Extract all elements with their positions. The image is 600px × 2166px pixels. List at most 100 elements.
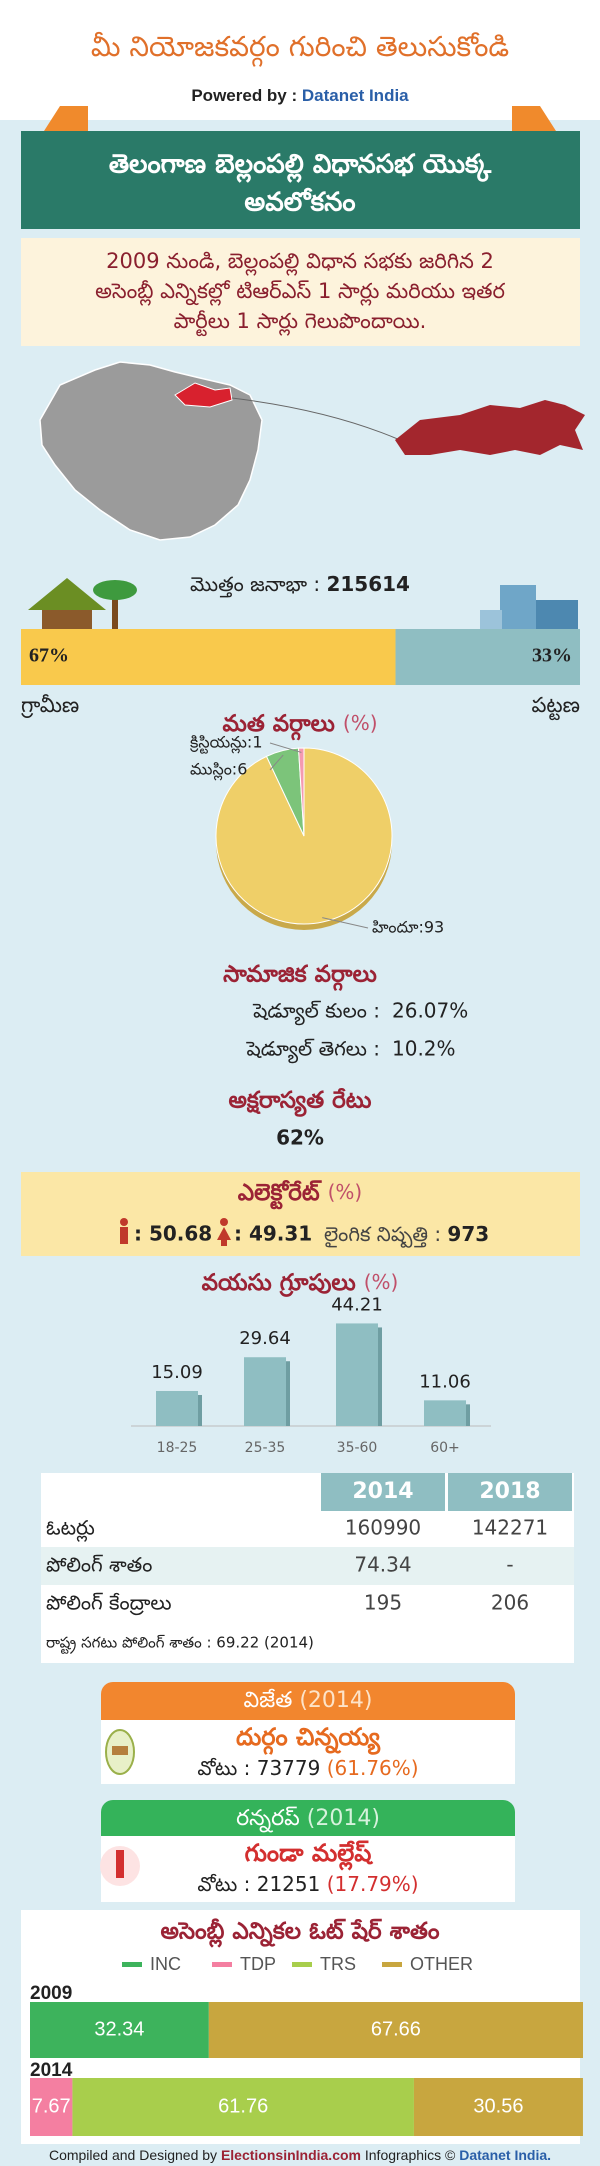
footer: Compiled and Designed by ElectionsinIndi… xyxy=(49,2147,551,2163)
runner-votes-text: వోటు : 21251 xyxy=(197,1872,320,1896)
urban-bar xyxy=(395,629,580,685)
electorate-box xyxy=(21,1172,580,1256)
runner-year: (2014) xyxy=(307,1806,380,1831)
winner-year: (2014) xyxy=(299,1688,372,1713)
winner-box xyxy=(101,1720,515,1784)
summary-line: పార్టీలు 1 సార్లు గెలుపొందాయి. xyxy=(174,309,427,337)
banner-line: తెలంగాణ బెల్లంపల్లి విధానసభ యొక్క xyxy=(109,150,492,184)
literacy-title: అక్షరాస్యత రేటు xyxy=(229,1088,372,1118)
pie-slice xyxy=(215,747,393,925)
x-tick-label: 25-35 xyxy=(245,1440,286,1456)
bar-value: 29.64 xyxy=(239,1328,291,1349)
pie-slice xyxy=(297,747,305,837)
sex-ratio-value: 973 xyxy=(447,1222,489,1246)
age-chart: 15.09 18-25 29.64 25-35 44.21 35-60 11.06 60+ xyxy=(131,1294,491,1456)
runner-symbol xyxy=(100,1846,140,1886)
vote-share-chart: INC TDP TRS OTHER 2009 32.34 67.66 2014 7.67 61.7… xyxy=(30,1954,583,2136)
bar xyxy=(156,1390,198,1426)
rural-label: గ్రామీణ xyxy=(20,693,79,718)
religion-unit: (%) xyxy=(343,711,378,735)
x-tick-label: 35-60 xyxy=(337,1440,378,1456)
runner-heading-text: రన్నరప్ xyxy=(236,1806,300,1833)
table-header: 2014 xyxy=(352,1479,413,1504)
runner-share: (17.79%) xyxy=(327,1872,419,1896)
pie-leader xyxy=(322,917,369,929)
runner-votes: వోటు : 21251 (17.79%) xyxy=(197,1872,418,1896)
summary-line: 2009 నుండి, బెల్లంపల్లి విధాన సభకు జరిగి… xyxy=(106,249,494,276)
banner-line: అవలోకనం xyxy=(244,188,355,218)
pie-label: హిందూ:93 xyxy=(372,918,444,937)
bar xyxy=(424,1400,466,1426)
pie-leader xyxy=(269,754,284,771)
footer-infographics: Infographics © xyxy=(365,2147,456,2163)
vote-share-title: అసెంబ్లీ ఎన్నికల ఓట్ షేర్ శాతం xyxy=(160,1918,439,1949)
winner-votes-text: వోటు : 73779 xyxy=(197,1756,320,1780)
table-note: రాష్ట్ర సగటు పోలింగ్ శాతం : 69.22 (2014) xyxy=(46,1634,314,1655)
header-title: మీ నియోజకవర్గం గురించి తెలుసుకోండి xyxy=(91,30,509,67)
table-header: 2018 xyxy=(479,1479,540,1504)
male-icon xyxy=(120,1218,128,1244)
winner-heading-text: విజేత xyxy=(244,1688,293,1713)
legend-swatch xyxy=(122,1962,142,1967)
table-row-label: పోలింగ్ శాతం xyxy=(46,1553,152,1577)
religion-pie: హిందూ:93 ముస్లిం:6 క్రిస్టియన్లు:1 xyxy=(189,733,444,937)
footer-compiled: Compiled and Designed by xyxy=(49,2147,217,2163)
bar-value: 11.06 xyxy=(419,1371,471,1392)
runner-name: గుండా మల్లేష్ xyxy=(245,1839,375,1871)
population-label: మొత్తం జనాభా : xyxy=(190,572,320,598)
winner-heading-box xyxy=(101,1706,515,1720)
sex-ratio-label: లైంగిక నిష్పత్తి : xyxy=(324,1222,441,1248)
stack-segment xyxy=(30,2078,73,2136)
electorate-unit: (%) xyxy=(328,1180,363,1204)
table-cell: 74.34 xyxy=(354,1553,411,1577)
urban-value: 33% xyxy=(532,645,572,667)
religion-title: మత వర్గాలు (%) xyxy=(222,711,377,741)
urban-label: పట్టణ xyxy=(532,693,581,721)
banner-flap xyxy=(512,106,556,131)
winner-name: దుర్గం చిన్నయ్య xyxy=(236,1723,381,1755)
age-unit: (%) xyxy=(364,1270,399,1294)
table-header-cell xyxy=(321,1473,445,1511)
bar xyxy=(336,1323,378,1426)
table-cell: 142271 xyxy=(472,1516,548,1540)
table-cell: 206 xyxy=(491,1591,529,1615)
male-share: : 50.68 xyxy=(134,1222,212,1246)
population-bar: 67% 33% xyxy=(21,629,580,685)
population-value: 215614 xyxy=(326,572,410,596)
pie-label: క్రిస్టియన్లు:1 xyxy=(189,733,262,755)
runner-box xyxy=(101,1836,515,1902)
female-share: : 49.31 xyxy=(234,1222,312,1246)
legend-swatch xyxy=(382,1962,402,1967)
legend-label: TDP xyxy=(240,1954,276,1974)
literacy-value: 62% xyxy=(276,1126,324,1150)
population: మొత్తం జనాభా : 215614 xyxy=(190,572,410,598)
electorate-title: ఎలెక్టోరేట్ (%) xyxy=(238,1180,362,1210)
powered-by: Powered by : Datanet India xyxy=(191,86,409,105)
table-cell: 160990 xyxy=(345,1516,421,1540)
bar-value: 15.09 xyxy=(151,1362,203,1383)
legend-label: INC xyxy=(150,1954,181,1974)
segment-value: 7.67 xyxy=(32,2095,71,2117)
winner-symbol xyxy=(105,1729,135,1775)
building-icon xyxy=(480,585,578,629)
brand: Datanet India xyxy=(302,86,409,105)
table-row-label: పోలింగ్ కేంద్రాలు xyxy=(46,1591,172,1616)
legend-label: OTHER xyxy=(410,1954,473,1974)
segment-value: 30.56 xyxy=(473,2095,523,2117)
table-cell: - xyxy=(506,1553,513,1577)
banner-flap xyxy=(44,106,88,131)
social-title: సామాజిక వర్గాలు xyxy=(223,962,377,992)
table-cell: 195 xyxy=(364,1591,402,1615)
header-bg xyxy=(0,0,600,120)
table: 2014 2018 ఓటర్లు 160990 142271 పోలింగ్ శాతం 74… xyxy=(46,1479,548,1616)
summary-line: అసెంబ్లీ ఎన్నికల్లో టిఆర్ఎస్ 1 సార్లు మర… xyxy=(95,279,505,306)
rural-bar xyxy=(21,629,396,685)
social-label: షెడ్యూల్ కులం : xyxy=(252,999,380,1026)
electorate-title-text: ఎలెక్టోరేట్ xyxy=(238,1180,322,1210)
table-header-cell xyxy=(448,1473,572,1511)
rural-value: 67% xyxy=(29,645,69,667)
banner xyxy=(21,131,580,229)
winner-heading: విజేత (2014) xyxy=(244,1688,373,1713)
bar xyxy=(244,1357,286,1426)
stack-segment xyxy=(413,2078,583,2136)
